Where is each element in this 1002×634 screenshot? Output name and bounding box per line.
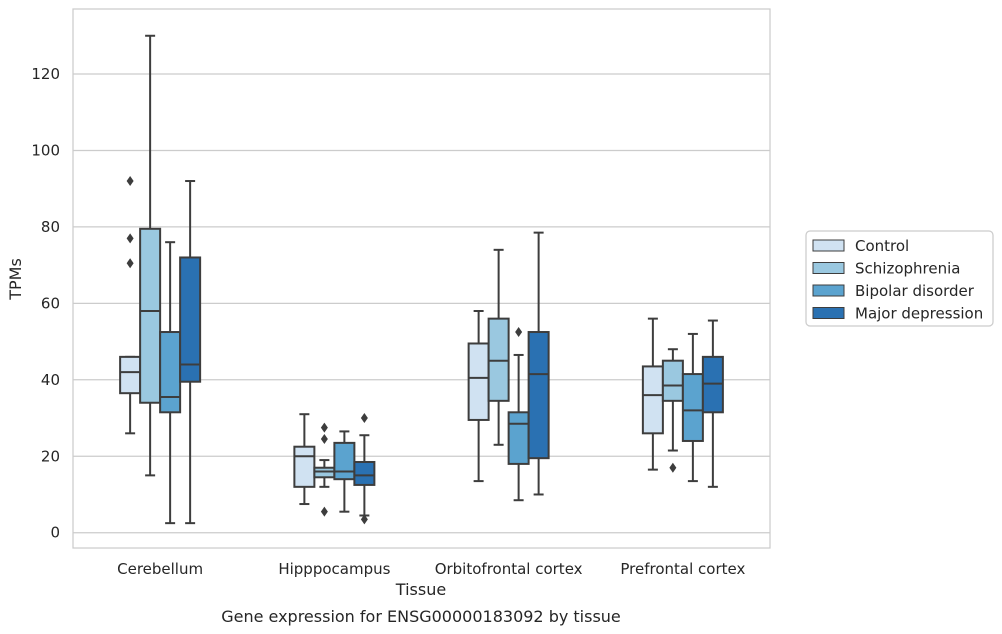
- legend-swatch: [812, 307, 845, 319]
- box-body: [159, 331, 182, 414]
- box-body: [119, 355, 142, 395]
- outlier-point: [360, 413, 368, 424]
- box-body: [353, 460, 376, 486]
- legend-swatch: [812, 262, 845, 274]
- box-body: [527, 331, 550, 460]
- x-tick-label: Prefrontal cortex: [620, 560, 745, 578]
- box-body: [293, 445, 316, 488]
- x-tick-label: Cerebellum: [117, 560, 203, 578]
- y-tick-label: 40: [41, 371, 60, 389]
- gridlines: [73, 73, 770, 534]
- box-3-2: [681, 332, 704, 483]
- box-2-3: [527, 231, 550, 496]
- box-2-2: [507, 327, 530, 502]
- x-axis-label: Tissue: [395, 580, 446, 599]
- outlier-point: [126, 258, 134, 269]
- box-0-0: [119, 176, 142, 435]
- y-tick-label: 100: [31, 141, 60, 159]
- legend-label: Control: [855, 237, 909, 255]
- x-tick-label: Orbitofrontal cortex: [435, 560, 583, 578]
- box-1-2: [333, 430, 356, 513]
- x-ticks: Cerebellum Hipppocampus Orbitofrontal cort…: [117, 560, 745, 578]
- outlier-point: [126, 176, 134, 187]
- box-1-3: [353, 413, 376, 525]
- box-3-1: [661, 348, 684, 473]
- legend-label: Major depression: [855, 305, 983, 323]
- plot-frame: [72, 8, 771, 549]
- box-body: [641, 365, 664, 435]
- outlier-point: [360, 514, 368, 525]
- outlier-point: [320, 506, 328, 517]
- box-body: [179, 256, 202, 383]
- legend: Control Schizophrenia Bipolar disorder Majo…: [805, 230, 994, 327]
- box-body: [507, 411, 530, 465]
- box-0-2: [159, 241, 182, 525]
- box-2-0: [467, 309, 490, 483]
- chart-caption: Gene expression for ENSG00000183092 by t…: [221, 607, 621, 626]
- boxes: [119, 34, 724, 525]
- y-tick-label: 80: [41, 218, 60, 236]
- box-1-1: [313, 422, 336, 517]
- legend-frame: [805, 230, 994, 327]
- box-body: [467, 342, 490, 421]
- y-tick-label: 20: [41, 447, 60, 465]
- box-2-1: [487, 248, 510, 446]
- outlier-point: [320, 422, 328, 433]
- box-body: [139, 227, 162, 404]
- box-0-1: [139, 34, 162, 477]
- box-3-0: [641, 317, 664, 471]
- y-tick-label: 120: [31, 65, 60, 83]
- legend-label: Schizophrenia: [855, 260, 960, 278]
- legend-swatch: [812, 239, 845, 252]
- outlier-point: [669, 462, 677, 473]
- y-axis-label: TPMs: [6, 258, 25, 301]
- box-body: [681, 373, 704, 442]
- outlier-point: [515, 327, 523, 338]
- y-tick-label: 0: [50, 524, 60, 542]
- box-3-3: [701, 319, 724, 488]
- outlier-point: [126, 233, 134, 244]
- box-0-3: [179, 180, 202, 525]
- outlier-point: [320, 434, 328, 445]
- legend-swatch: [812, 284, 845, 297]
- box-body: [661, 359, 684, 402]
- box-1-0: [293, 413, 316, 506]
- y-tick-label: 60: [41, 294, 60, 312]
- box-body: [333, 441, 356, 481]
- legend-label: Bipolar disorder: [855, 282, 975, 300]
- y-ticks: 0 20 40 60 80 100 120: [31, 65, 60, 542]
- x-tick-label: Hipppocampus: [278, 560, 390, 578]
